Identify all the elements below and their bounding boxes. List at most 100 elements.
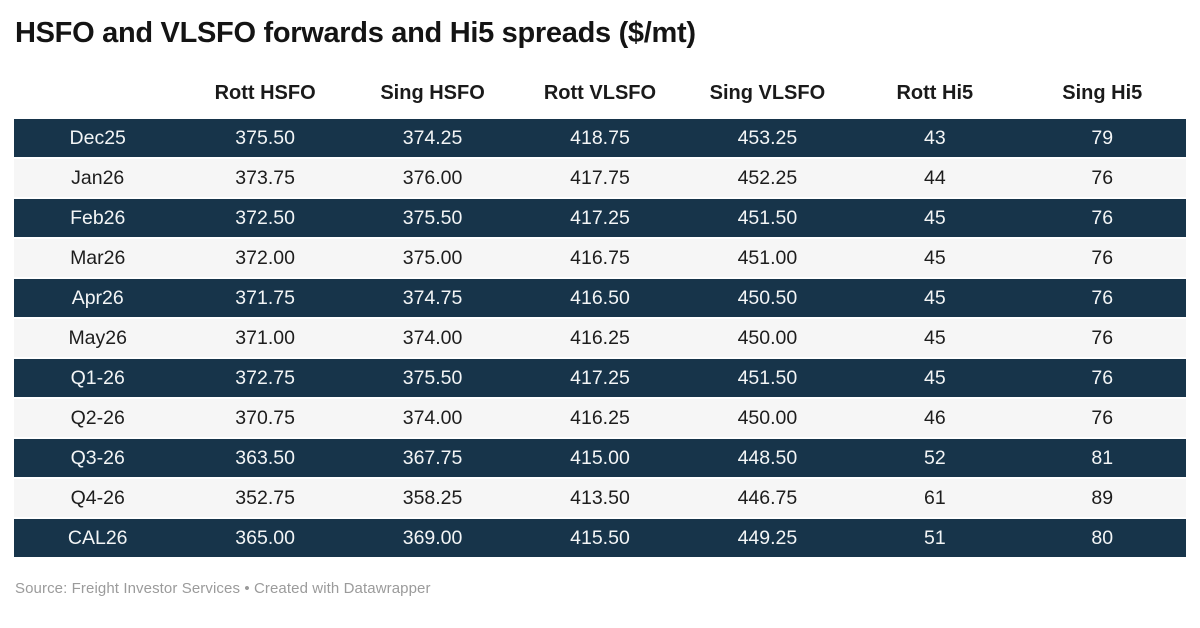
value-cell: 61 (923, 486, 946, 509)
table-row: Dec25 375.50 374.25 418.75 453.25 43 79 (14, 119, 1186, 157)
value-cell: 81 (1091, 446, 1114, 469)
value-cell: 45 (923, 366, 946, 389)
value-cell: 44 (923, 166, 946, 189)
table-row: Mar26 372.00 375.00 416.75 451.00 45 76 (14, 239, 1186, 277)
column-header (14, 82, 181, 117)
column-header: Rott Hi5 (896, 82, 974, 104)
value-cell: 453.25 (737, 126, 798, 149)
value-cell: 45 (923, 246, 946, 269)
value-cell: 376.00 (402, 166, 463, 189)
value-cell: 448.50 (737, 446, 798, 469)
value-cell: 416.50 (570, 286, 630, 309)
row-label-cell: Feb26 (70, 206, 126, 229)
value-cell: 363.50 (235, 446, 295, 469)
value-cell: 375.50 (235, 126, 295, 149)
value-cell: 374.00 (402, 406, 463, 429)
value-cell: 79 (1091, 126, 1114, 149)
value-cell: 371.00 (235, 326, 295, 349)
value-cell: 451.50 (737, 206, 798, 229)
value-cell: 46 (923, 406, 946, 429)
column-header: Sing HSFO (380, 82, 485, 104)
value-cell: 371.75 (235, 286, 295, 309)
value-cell: 450.50 (737, 286, 798, 309)
table-body: Dec25 375.50 374.25 418.75 453.25 43 79 Jan26 37… (14, 119, 1186, 557)
value-cell: 374.25 (402, 126, 463, 149)
value-cell: 417.25 (570, 366, 630, 389)
row-label-cell: Q1-26 (70, 366, 125, 389)
value-cell: 375.50 (402, 366, 463, 389)
table-row: Q2-26 370.75 374.00 416.25 450.00 46 76 (14, 399, 1186, 437)
value-cell: 358.25 (402, 486, 463, 509)
row-label-cell: Q3-26 (70, 446, 125, 469)
value-cell: 372.50 (235, 206, 295, 229)
column-header: Rott HSFO (214, 82, 316, 104)
value-cell: 43 (923, 126, 946, 149)
row-label-cell: Apr26 (71, 286, 124, 309)
row-label-cell: Mar26 (70, 246, 126, 269)
value-cell: 52 (923, 446, 946, 469)
column-header: Rott VLSFO (543, 82, 657, 104)
value-cell: 374.75 (402, 286, 463, 309)
table-row: Q4-26 352.75 358.25 413.50 446.75 61 89 (14, 479, 1186, 517)
value-cell: 76 (1091, 206, 1114, 229)
value-cell: 372.00 (235, 246, 295, 269)
value-cell: 451.00 (737, 246, 798, 269)
table-row: May26 371.00 374.00 416.25 450.00 45 76 (14, 319, 1186, 357)
value-cell: 45 (923, 326, 946, 349)
value-cell: 449.25 (737, 526, 798, 549)
value-cell: 76 (1091, 246, 1114, 269)
value-cell: 416.25 (570, 326, 630, 349)
value-cell: 416.75 (570, 246, 630, 269)
table-header: Rott HSFO Sing HSFO Rott VLSFO Sing VLSFO Ro… (14, 82, 1186, 117)
table-row: Feb26 372.50 375.50 417.25 451.50 45 76 (14, 199, 1186, 237)
source-line: Source: Freight Investor Services • Crea… (15, 580, 1186, 597)
value-cell: 415.00 (570, 446, 630, 469)
value-cell: 417.75 (570, 166, 630, 189)
row-label-cell: Jan26 (71, 166, 125, 189)
value-cell: 365.00 (235, 526, 295, 549)
value-cell: 367.75 (402, 446, 463, 469)
column-header: Sing Hi5 (1062, 82, 1143, 104)
table-row: Q1-26 372.75 375.50 417.25 451.50 45 76 (14, 359, 1186, 397)
value-cell: 375.50 (402, 206, 463, 229)
value-cell: 452.25 (737, 166, 798, 189)
row-label-cell: May26 (68, 326, 127, 349)
value-cell: 450.00 (737, 406, 798, 429)
value-cell: 415.50 (570, 526, 630, 549)
table-row: Jan26 373.75 376.00 417.75 452.25 44 76 (14, 159, 1186, 197)
value-cell: 352.75 (235, 486, 295, 509)
row-label-cell: CAL26 (67, 526, 128, 549)
table-row: Q3-26 363.50 367.75 415.00 448.50 52 81 (14, 439, 1186, 477)
value-cell: 89 (1091, 486, 1114, 509)
value-cell: 80 (1091, 526, 1114, 549)
table-row: CAL26 365.00 369.00 415.50 449.25 51 80 (14, 519, 1186, 557)
value-cell: 370.75 (235, 406, 295, 429)
value-cell: 416.25 (570, 406, 630, 429)
row-label-cell: Q2-26 (70, 406, 125, 429)
chart-title: HSFO and VLSFO forwards and Hi5 spreads … (15, 17, 696, 49)
value-cell: 374.00 (402, 326, 463, 349)
value-cell: 76 (1091, 366, 1114, 389)
value-cell: 76 (1091, 326, 1114, 349)
forwards-table: Rott HSFO Sing HSFO Rott VLSFO Sing VLSFO Ro… (14, 80, 1186, 559)
row-label-cell: Q4-26 (70, 486, 125, 509)
value-cell: 369.00 (402, 526, 463, 549)
value-cell: 76 (1091, 166, 1114, 189)
value-cell: 413.50 (570, 486, 630, 509)
value-cell: 451.50 (737, 366, 798, 389)
value-cell: 51 (923, 526, 946, 549)
value-cell: 76 (1091, 286, 1114, 309)
value-cell: 372.75 (235, 366, 295, 389)
value-cell: 375.00 (402, 246, 463, 269)
value-cell: 417.25 (570, 206, 630, 229)
value-cell: 418.75 (570, 126, 630, 149)
table-row: Apr26 371.75 374.75 416.50 450.50 45 76 (14, 279, 1186, 317)
value-cell: 45 (923, 206, 946, 229)
value-cell: 450.00 (737, 326, 798, 349)
source-text: Source: Freight Investor Services • Crea… (15, 580, 431, 597)
value-cell: 373.75 (235, 166, 295, 189)
header-row: Rott HSFO Sing HSFO Rott VLSFO Sing VLSFO Ro… (14, 82, 1186, 117)
value-cell: 446.75 (737, 486, 798, 509)
column-header: Sing VLSFO (709, 82, 826, 104)
